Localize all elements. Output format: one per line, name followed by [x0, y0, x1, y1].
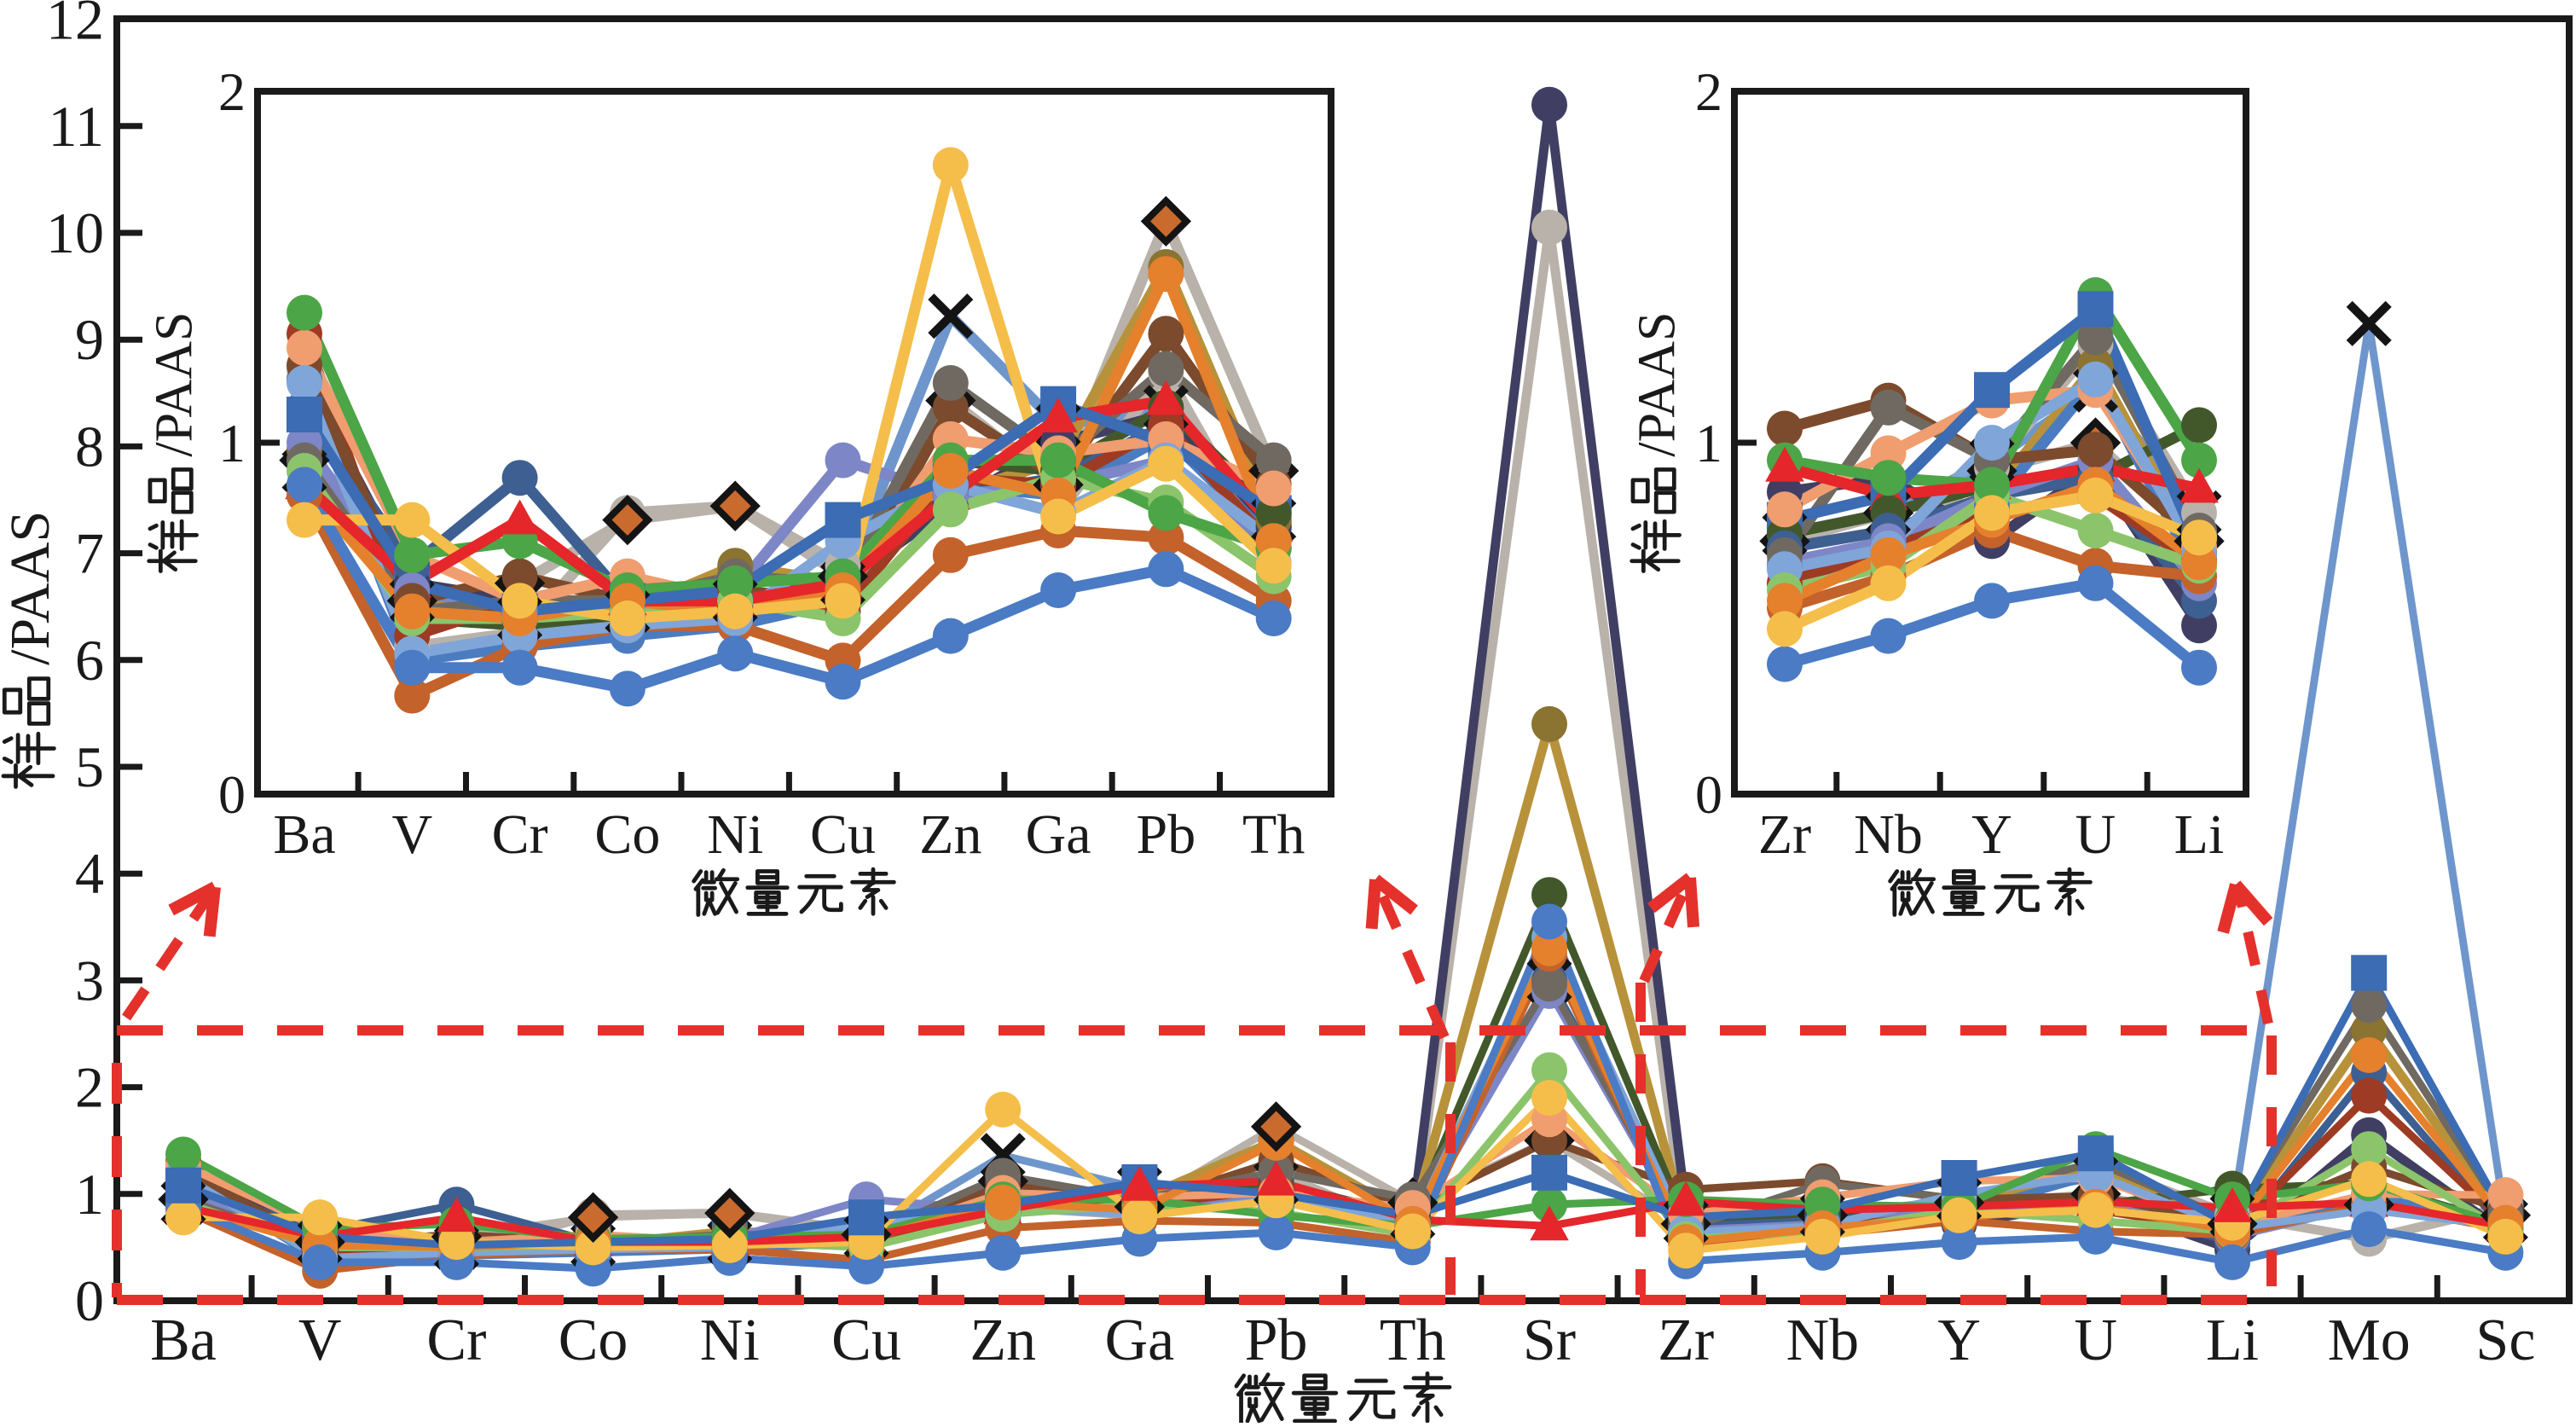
- svg-text:Cr: Cr: [426, 1308, 486, 1373]
- svg-text:Cr: Cr: [492, 803, 548, 866]
- svg-text:Nb: Nb: [1786, 1308, 1860, 1373]
- svg-text:0: 0: [218, 764, 246, 825]
- svg-text:Pb: Pb: [1245, 1308, 1308, 1373]
- svg-text:Th: Th: [1380, 1308, 1446, 1373]
- svg-text:/PAAS: /PAAS: [1628, 312, 1686, 457]
- svg-text:Zn: Zn: [970, 1308, 1036, 1373]
- svg-text:Cu: Cu: [831, 1308, 901, 1373]
- svg-text:Y: Y: [1971, 803, 2012, 866]
- svg-text:Ni: Ni: [700, 1308, 760, 1373]
- svg-text:U: U: [2075, 1308, 2118, 1373]
- svg-text:V: V: [298, 1308, 342, 1373]
- svg-text:V: V: [391, 803, 432, 866]
- svg-text:Mo: Mo: [2328, 1308, 2411, 1373]
- svg-text:2: 2: [1695, 61, 1722, 122]
- svg-text:Zn: Zn: [919, 803, 981, 866]
- svg-text:Co: Co: [594, 803, 660, 866]
- svg-text:6: 6: [75, 628, 104, 693]
- svg-text:8: 8: [75, 414, 104, 479]
- svg-text:/PAAS: /PAAS: [145, 312, 203, 457]
- svg-text:/PAAS: /PAAS: [0, 511, 61, 665]
- svg-text:0: 0: [75, 1268, 104, 1333]
- svg-text:Cu: Cu: [810, 803, 876, 866]
- svg-text:Ga: Ga: [1026, 803, 1091, 866]
- svg-text:Sr: Sr: [1523, 1308, 1576, 1373]
- svg-text:Ga: Ga: [1105, 1308, 1175, 1373]
- svg-text:3: 3: [75, 948, 104, 1012]
- svg-text:2: 2: [218, 61, 246, 122]
- svg-text:5: 5: [75, 734, 104, 799]
- svg-text:7: 7: [75, 521, 104, 586]
- svg-text:1: 1: [1695, 413, 1722, 473]
- svg-text:Sc: Sc: [2475, 1308, 2535, 1373]
- svg-text:12: 12: [46, 0, 104, 52]
- svg-text:4: 4: [75, 841, 104, 906]
- svg-text:2: 2: [75, 1055, 104, 1120]
- svg-text:Li: Li: [2206, 1308, 2259, 1373]
- svg-text:Pb: Pb: [1137, 803, 1196, 866]
- svg-text:Ba: Ba: [273, 803, 335, 866]
- svg-text:Th: Th: [1242, 803, 1305, 866]
- svg-text:11: 11: [49, 94, 104, 159]
- svg-text:U: U: [2075, 803, 2116, 866]
- svg-text:0: 0: [1695, 764, 1722, 825]
- svg-text:1: 1: [218, 413, 246, 473]
- svg-text:9: 9: [75, 307, 104, 372]
- svg-text:Li: Li: [2174, 803, 2225, 866]
- svg-text:Nb: Nb: [1854, 803, 1923, 866]
- svg-text:Y: Y: [1937, 1308, 1981, 1373]
- svg-text:1: 1: [75, 1162, 104, 1227]
- svg-text:Zr: Zr: [1658, 1308, 1714, 1373]
- svg-text:Co: Co: [559, 1308, 628, 1373]
- svg-text:10: 10: [46, 200, 104, 265]
- svg-text:Zr: Zr: [1758, 803, 1811, 866]
- svg-text:Ni: Ni: [707, 803, 763, 866]
- svg-text:Ba: Ba: [150, 1308, 217, 1373]
